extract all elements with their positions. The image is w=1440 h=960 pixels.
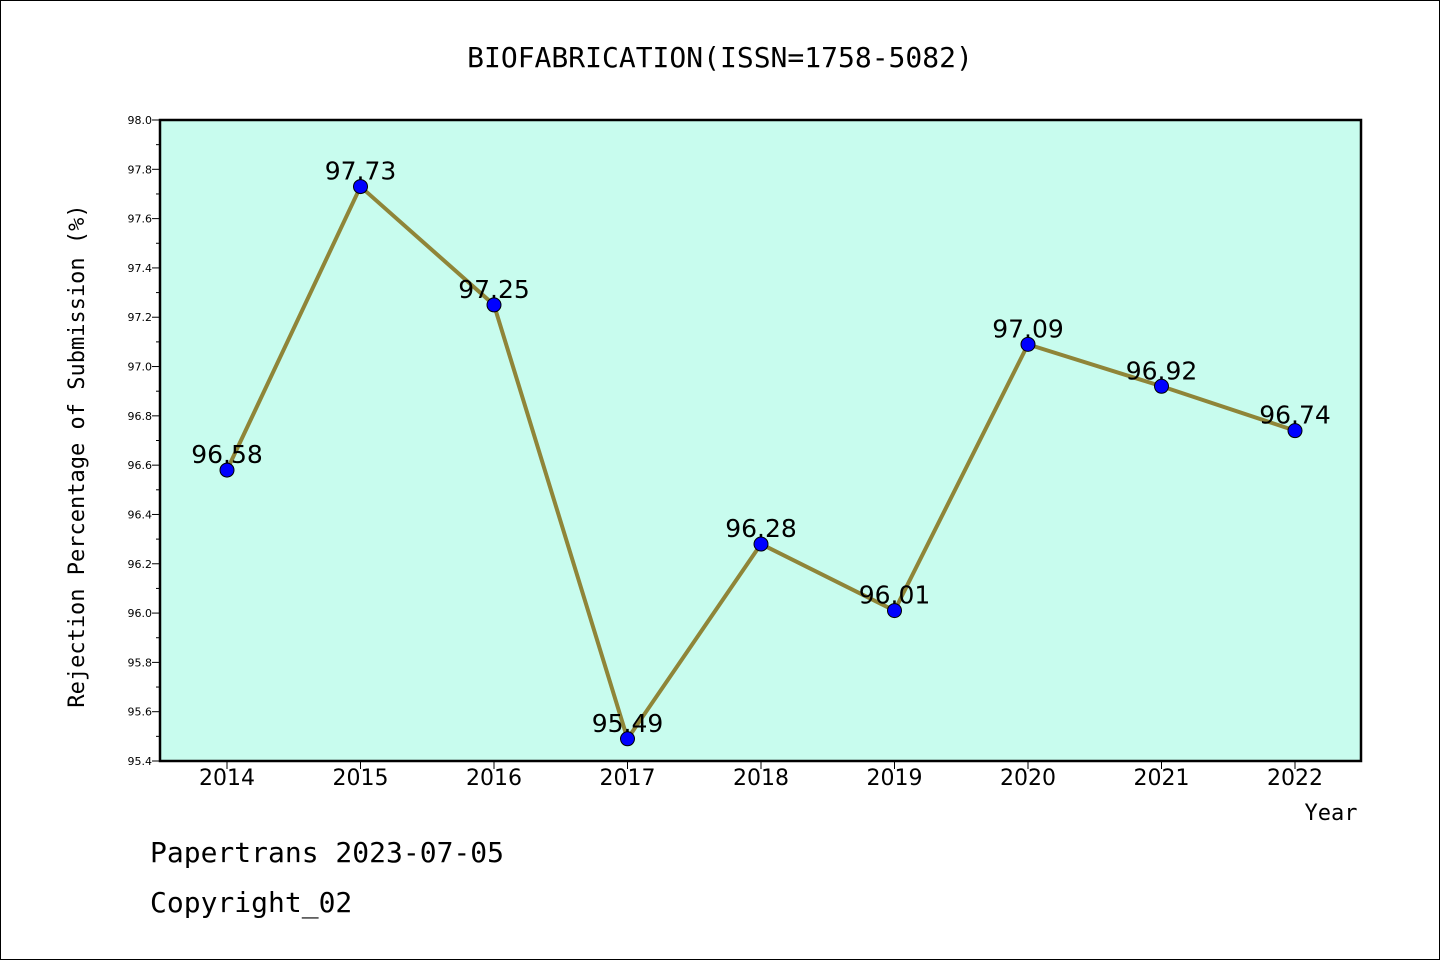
y-tick-label: 96.0	[128, 607, 153, 620]
y-tick-label: 97.6	[128, 213, 153, 226]
y-tick-label: 97.8	[128, 163, 153, 176]
data-point	[753, 536, 769, 552]
y-tick-label: 95.8	[128, 656, 153, 669]
x-tick-label: 2018	[733, 766, 789, 791]
x-tick-label: 2017	[600, 766, 656, 791]
x-tick-label: 2015	[333, 766, 389, 791]
x-tick-label: 2019	[867, 766, 923, 791]
data-label: 95.49	[592, 709, 664, 738]
data-point	[353, 179, 368, 195]
plot-area	[158, 118, 1363, 763]
data-label: 96.92	[1126, 356, 1198, 385]
series-layer	[219, 179, 1303, 747]
x-axis-label: Year	[1305, 801, 1358, 826]
x-tick-label: 2020	[1000, 766, 1056, 791]
x-tick-label: 2021	[1134, 766, 1190, 791]
data-point	[620, 731, 635, 747]
data-label: 97.09	[992, 314, 1064, 343]
data-point	[1287, 423, 1303, 439]
x-tick-label: 2022	[1267, 766, 1323, 791]
y-axis: 95.4 95.6 95.8 96.0 96.2 96.4 96.6 96.8 97.0 97.2…	[128, 114, 160, 768]
data-label: 96.28	[725, 514, 797, 543]
data-label: 96.01	[859, 581, 931, 610]
data-label: 96.58	[191, 440, 263, 469]
footer-copyright: Copyright_02	[150, 886, 353, 919]
data-label: 97.25	[458, 275, 530, 304]
x-tick-label: 2014	[199, 766, 255, 791]
data-point	[887, 603, 902, 619]
y-tick-label: 95.4	[128, 755, 153, 768]
y-tick-label: 97.0	[128, 361, 153, 374]
chart-title: BIOFABRICATION(ISSN=1758-5082)	[467, 41, 973, 74]
data-point	[219, 462, 235, 478]
y-tick-label: 97.2	[128, 311, 153, 324]
y-tick-label: 96.4	[128, 508, 153, 521]
data-labels: 96.58 97.73 97.25 95.49 96.28 96.01 97.09 96.92…	[191, 157, 1331, 738]
data-point	[486, 297, 502, 313]
y-axis-label: Rejection Percentage of Submission (%)	[65, 204, 90, 707]
y-tick-label: 96.6	[128, 459, 153, 472]
y-tick-label: 98.0	[128, 114, 153, 127]
footer-date: Papertrans 2023-07-05	[150, 836, 505, 869]
y-tick-label: 96.2	[128, 558, 153, 571]
y-tick-label: 97.4	[128, 262, 153, 275]
data-label: 97.73	[325, 157, 397, 186]
x-tick-label: 2016	[466, 766, 522, 791]
x-axis: 2014 2015 2016 2017 2018 2019 2020 2021 2022	[199, 761, 1323, 791]
data-point	[1020, 336, 1036, 352]
data-label: 96.74	[1259, 401, 1331, 430]
y-tick-label: 96.8	[128, 410, 153, 423]
data-point	[1154, 378, 1169, 394]
y-tick-label: 95.6	[128, 706, 153, 719]
